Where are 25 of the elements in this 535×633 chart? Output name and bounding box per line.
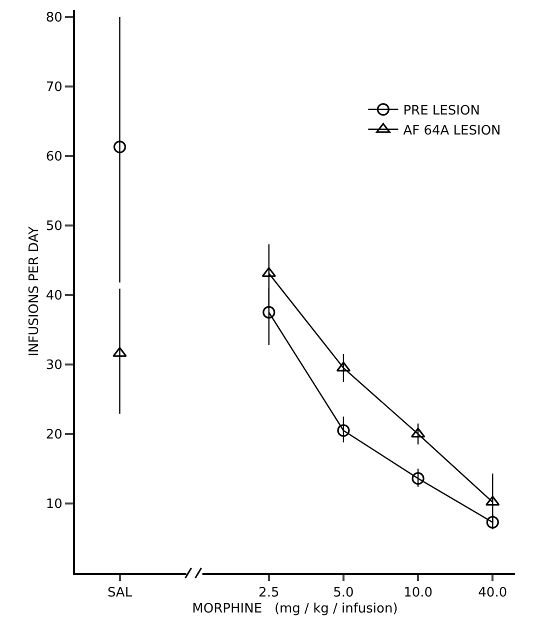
x-tick-label: 2.5 bbox=[258, 586, 280, 601]
y-tick-label: 30 bbox=[46, 358, 62, 374]
x-tick-label: 40.0 bbox=[478, 586, 508, 601]
y-tick-label: 80 bbox=[46, 10, 62, 26]
y-tick-label: 40 bbox=[46, 288, 62, 304]
y-tick-label: 50 bbox=[46, 219, 62, 234]
point bbox=[485, 496, 500, 506]
y-axis-title: INFUSIONS PER DAY bbox=[27, 226, 42, 356]
point bbox=[113, 140, 126, 154]
point bbox=[412, 472, 424, 485]
point bbox=[337, 424, 350, 437]
point bbox=[262, 306, 276, 319]
y-tick-label: 20 bbox=[46, 428, 62, 443]
x-tick-label: 10.0 bbox=[404, 586, 433, 601]
y-tick-label: 70 bbox=[46, 80, 62, 96]
y-tick-label: 60 bbox=[46, 150, 62, 165]
x-axis-title: MORPHINE (mg / kg / infusion) bbox=[192, 602, 398, 617]
legend-label: PRE LESION bbox=[403, 103, 480, 118]
point bbox=[336, 362, 351, 372]
point bbox=[486, 516, 499, 529]
y-tick-label: 10 bbox=[46, 497, 62, 512]
x-tick-label: 5.0 bbox=[333, 586, 354, 601]
x-tick-label: SAL bbox=[107, 586, 133, 601]
point bbox=[410, 428, 426, 438]
legend-label: AF 64A LESION bbox=[403, 123, 501, 138]
